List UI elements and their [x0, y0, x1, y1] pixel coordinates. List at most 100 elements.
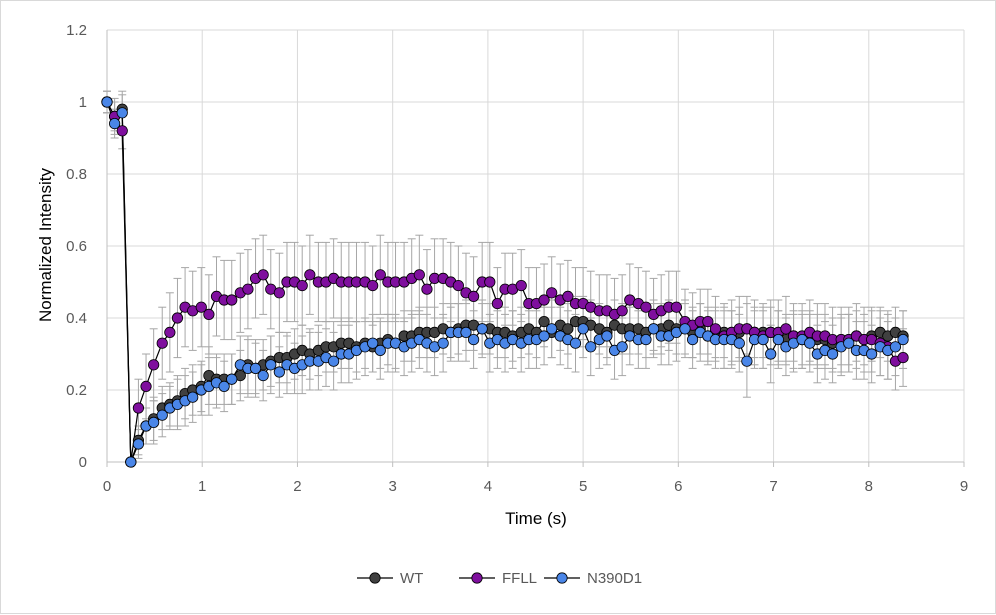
data-point-ffll	[242, 283, 254, 295]
y-tick-label: 0	[79, 454, 87, 471]
legend-label: N390D1	[587, 570, 642, 587]
data-point-ffll	[538, 294, 550, 306]
x-axis-label: Time (s)	[505, 509, 567, 528]
data-point-n390d1	[273, 366, 285, 378]
data-point-n390d1	[601, 330, 613, 342]
data-point-n390d1	[679, 323, 691, 335]
data-point-ffll	[203, 308, 215, 320]
data-point-n390d1	[538, 330, 550, 342]
data-point-ffll	[296, 279, 308, 292]
data-point-ffll	[132, 402, 145, 414]
data-point-ffll	[640, 301, 652, 313]
data-point-n390d1	[889, 341, 902, 353]
data-point-wt	[562, 323, 574, 335]
legend-marker-n390d1	[556, 572, 568, 584]
x-tick-label: 9	[960, 478, 968, 495]
data-point-n390d1	[125, 456, 137, 468]
data-point-ffll	[468, 290, 480, 302]
data-point-n390d1	[687, 333, 699, 346]
x-tick-label: 5	[579, 478, 587, 495]
gridlines	[107, 29, 965, 462]
data-point-ffll	[702, 315, 714, 328]
data-point-n390d1	[468, 333, 480, 346]
data-point-n390d1	[226, 373, 238, 385]
data-point-ffll	[273, 287, 285, 299]
legend-marker-ffll	[471, 572, 483, 584]
data-point-ffll	[616, 305, 628, 317]
data-point-n390d1	[116, 107, 128, 119]
data-point-n390d1	[109, 118, 121, 130]
data-point-ffll	[164, 326, 176, 338]
data-point-n390d1	[804, 337, 816, 349]
x-tick-label: 8	[865, 478, 873, 495]
y-tick-label: 0.8	[66, 166, 87, 183]
data-point-ffll	[670, 301, 683, 313]
y-tick-label: 0.2	[66, 382, 87, 399]
data-point-ffll	[226, 294, 238, 306]
data-point-n390d1	[765, 348, 777, 360]
y-tick-label: 0.4	[66, 310, 87, 327]
data-point-ffll	[562, 290, 574, 302]
data-point-n390d1	[265, 359, 277, 371]
data-point-ffll	[780, 323, 792, 335]
data-point-n390d1	[249, 362, 262, 374]
data-point-n390d1	[866, 348, 878, 360]
x-tick-label: 4	[484, 478, 492, 495]
data-point-n390d1	[772, 333, 784, 346]
x-tick-label: 7	[769, 478, 777, 495]
legend-label: WT	[400, 570, 423, 587]
data-point-n390d1	[257, 369, 269, 382]
data-point-n390d1	[826, 348, 839, 360]
data-point-n390d1	[897, 333, 909, 346]
x-tick-label: 1	[198, 478, 206, 495]
tick-labels: 0 0.2 0.4 0.6 0.8 1 1.2 0 1 2 3 4 5 6 7 8 9	[66, 22, 968, 495]
legend-marker-wt	[369, 572, 381, 584]
data-point-wt	[538, 315, 550, 328]
data-point-ffll	[491, 297, 504, 310]
y-axis-label: Normalized Intensity	[36, 168, 55, 323]
data-point-ffll	[304, 269, 316, 281]
axes	[106, 30, 965, 467]
data-point-ffll	[374, 269, 386, 281]
data-point-n390d1	[640, 333, 652, 346]
data-point-ffll	[515, 279, 527, 292]
data-point-n390d1	[733, 337, 745, 349]
data-point-ffll	[148, 359, 160, 371]
x-tick-label: 2	[293, 478, 301, 495]
data-point-n390d1	[437, 337, 449, 349]
x-tick-label: 0	[103, 478, 111, 495]
x-tick-label: 3	[388, 478, 396, 495]
data-point-n390d1	[757, 333, 769, 346]
data-point-n390d1	[577, 323, 589, 335]
data-point-n390d1	[187, 391, 199, 403]
data-point-ffll	[546, 287, 558, 299]
data-point-n390d1	[460, 326, 472, 338]
data-point-ffll	[195, 301, 207, 313]
data-point-n390d1	[569, 337, 582, 349]
data-point-n390d1	[148, 416, 160, 428]
data-point-ffll	[897, 351, 909, 364]
y-tick-label: 0.6	[66, 238, 87, 255]
data-point-ffll	[116, 125, 128, 137]
data-point-n390d1	[328, 355, 340, 367]
data-point-ffll	[171, 312, 184, 324]
data-point-ffll	[452, 279, 464, 292]
data-point-n390d1	[156, 409, 168, 421]
data-point-ffll	[709, 323, 722, 335]
data-point-n390d1	[843, 337, 855, 349]
x-tick-label: 6	[674, 478, 682, 495]
data-point-n390d1	[132, 438, 145, 450]
data-point-n390d1	[374, 344, 386, 356]
data-points	[101, 96, 909, 468]
data-point-n390d1	[616, 341, 628, 353]
data-point-ffll	[257, 269, 269, 281]
legend-label: FFLL	[502, 570, 537, 587]
data-point-n390d1	[647, 323, 660, 335]
data-point-ffll	[367, 279, 379, 292]
data-point-n390d1	[476, 323, 488, 335]
data-point-n390d1	[741, 355, 753, 367]
legend: WT FFLL N390D1	[357, 570, 642, 587]
data-point-n390d1	[546, 323, 558, 335]
